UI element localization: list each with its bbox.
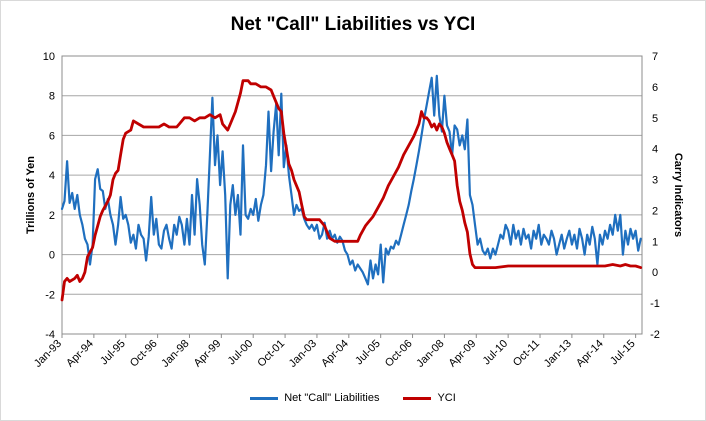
y-right-tick-label: 2 xyxy=(652,205,658,217)
y-left-tick-label: 10 xyxy=(43,51,55,63)
x-tick-label: Jan-93 xyxy=(32,338,64,370)
y-right-tick-label: 7 xyxy=(652,51,658,63)
series-line-net-call-liabilities xyxy=(60,74,642,286)
x-tick-label: Jul-00 xyxy=(226,338,256,368)
legend-item-yci: YCI xyxy=(403,392,456,404)
y-left-tick-label: -2 xyxy=(45,289,55,301)
y-left-tick-label: 0 xyxy=(49,250,55,262)
y-right-tick-label: -1 xyxy=(650,298,660,310)
y-left-tick-label: 6 xyxy=(49,130,55,142)
y-right-tick-label: 0 xyxy=(652,267,658,279)
x-tick-label: Apr-94 xyxy=(64,338,96,370)
gridlines xyxy=(61,55,643,335)
x-tick-label: Jul-95 xyxy=(98,338,128,368)
x-tick-label: Jan-08 xyxy=(414,338,446,370)
y-right-tick-label: 4 xyxy=(652,144,658,156)
y-axis-left-ticks: -4 -2 0 2 4 6 8 10 xyxy=(43,51,55,341)
series-line-yci xyxy=(60,79,643,302)
legend-swatch-net-call xyxy=(250,396,279,400)
y-right-tick-label: 6 xyxy=(652,82,658,94)
y-right-tick-label: -2 xyxy=(650,329,660,341)
y-left-tick-label: 2 xyxy=(49,210,55,222)
x-tick-label: Jan-13 xyxy=(542,338,574,370)
x-tick-label: Apr-09 xyxy=(447,338,479,370)
legend-label-net-call: Net "Call" Liabilities xyxy=(284,392,380,404)
x-tick-label: Jan-98 xyxy=(159,338,191,370)
x-tick-label: Jan-03 xyxy=(287,338,319,370)
x-axis-ticks: Jan-93 Apr-94 Jul-95 Oct-96 Jan-98 Apr-99 Jul-… xyxy=(32,334,638,370)
x-tick-label: Jul-10 xyxy=(481,338,511,368)
x-tick-label: Oct-11 xyxy=(511,338,542,369)
x-tick-label: Jul-15 xyxy=(608,338,638,368)
y-right-tick-label: 5 xyxy=(652,113,658,125)
y-left-tick-label: 4 xyxy=(49,170,55,182)
y-right-tick-label: 1 xyxy=(652,236,658,248)
x-tick-label: Apr-99 xyxy=(192,338,224,370)
legend: Net "Call" Liabilities YCI xyxy=(0,392,706,404)
legend-label-yci: YCI xyxy=(437,392,456,404)
y-axis-right-ticks: -2 -1 0 1 2 3 4 5 6 7 xyxy=(650,51,660,341)
x-tick-label: Apr-04 xyxy=(319,338,351,370)
y-left-tick-label: -4 xyxy=(45,329,55,341)
y-right-tick-label: 3 xyxy=(652,175,658,187)
x-tick-label: Jul-05 xyxy=(353,338,383,368)
x-tick-label: Oct-96 xyxy=(128,338,160,370)
plot-border xyxy=(61,55,643,335)
x-tick-label: Apr-14 xyxy=(574,338,606,370)
y-left-tick-label: 8 xyxy=(49,91,55,103)
x-tick-label: Oct-06 xyxy=(383,338,415,370)
x-tick-label: Oct-01 xyxy=(255,338,287,370)
legend-swatch-yci xyxy=(403,396,432,400)
chart-title: Net "Call" Liabilities vs YCI xyxy=(230,14,476,35)
legend-item-net-call: Net "Call" Liabilities xyxy=(250,392,379,404)
series-lines xyxy=(60,74,643,302)
